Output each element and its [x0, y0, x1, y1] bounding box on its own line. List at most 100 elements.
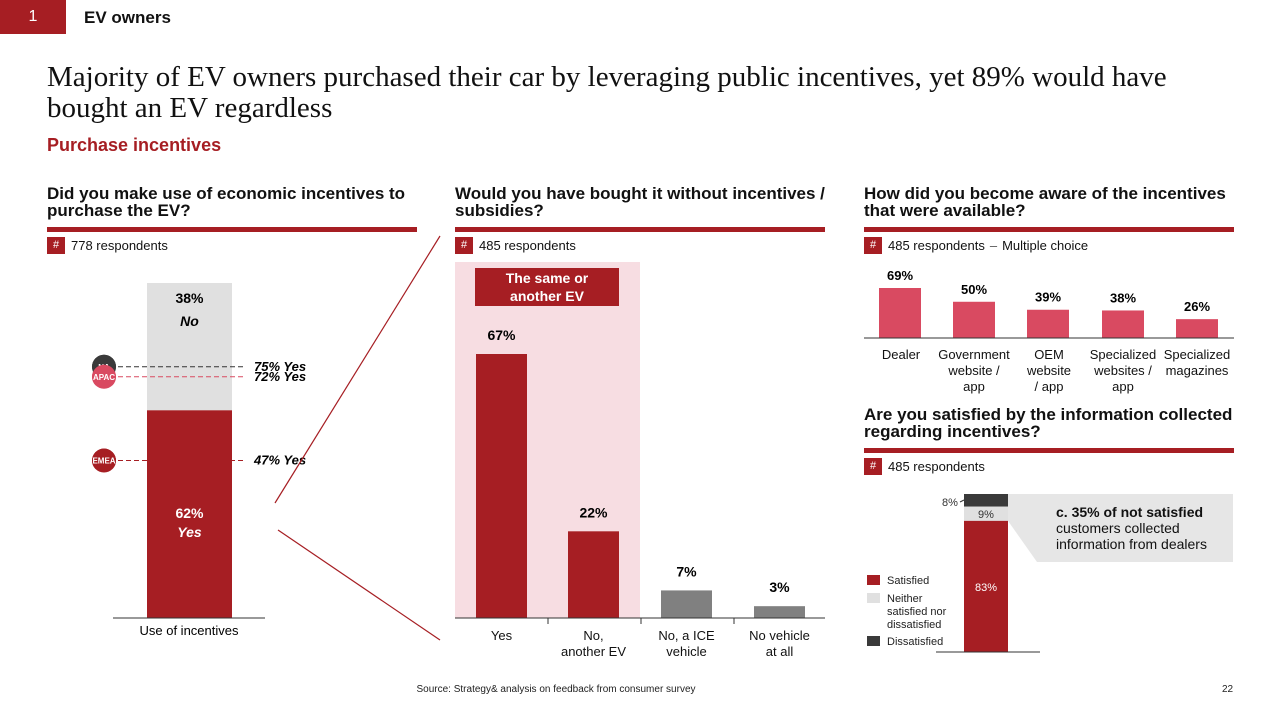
- category-label-q2: No, a ICE: [658, 628, 715, 643]
- category-label-q3: Dealer: [882, 347, 921, 362]
- data-label-yes-sub: Yes: [177, 524, 202, 540]
- q3-title: How did you become aware of the incentiv…: [864, 184, 1226, 220]
- hash-icon: #: [864, 458, 882, 475]
- category-label-q3: app: [1112, 379, 1134, 394]
- category-label-q3: magazines: [1166, 363, 1229, 378]
- q1-respondents: #778 respondents: [47, 237, 168, 254]
- category-label-q3: websites /: [1093, 363, 1152, 378]
- legend-label: satisfied nor: [887, 606, 947, 618]
- highlight-label-box: [475, 268, 619, 306]
- region-marker-apac: [92, 364, 116, 389]
- region-label: 72% Yes: [254, 369, 306, 384]
- data-label-q2: 22%: [579, 504, 608, 520]
- data-label-q2: 3%: [769, 579, 790, 595]
- data-label-q3: 50%: [961, 282, 987, 297]
- data-label-neither: 9%: [978, 509, 994, 521]
- footer-page-number: 22: [1222, 684, 1234, 695]
- data-label-q2: 7%: [676, 563, 697, 579]
- region-label: 47% Yes: [253, 453, 306, 468]
- bar-q3: [1176, 319, 1218, 338]
- data-label-q3: 26%: [1184, 299, 1210, 314]
- category-label-q2: No,: [583, 628, 603, 643]
- data-label-yes: 62%: [175, 505, 204, 521]
- q4-respondents: #485 respondents: [864, 458, 985, 475]
- category-label-q3: website: [1026, 363, 1071, 378]
- q1-title: Did you make use of economic incentives …: [47, 184, 406, 220]
- connector-line-bottom: [277, 529, 441, 641]
- category-label-q2: at all: [766, 644, 794, 659]
- bar-dissatisfied: [964, 494, 1008, 507]
- bar-q2: [754, 606, 805, 618]
- bar-q2: [661, 590, 712, 618]
- bar-q3: [1102, 310, 1144, 338]
- bar-no: [147, 283, 232, 411]
- legend-label: Satisfied: [887, 575, 929, 587]
- note-connector-wedge: [1008, 494, 1037, 562]
- category-label-q2: Yes: [491, 628, 513, 643]
- region-label: 75% Yes: [254, 359, 306, 374]
- q2-title: Would you have bought it without incenti…: [455, 184, 825, 220]
- bar-neither: [964, 506, 1008, 521]
- section-label: EV owners: [84, 8, 171, 27]
- footer-source: Source: Strategy& analysis on feedback f…: [416, 684, 696, 695]
- q3-rule: [864, 227, 1234, 232]
- q2-rule: [455, 227, 825, 232]
- region-name: EMEA: [92, 457, 115, 466]
- category-label-q2: vehicle: [666, 644, 706, 659]
- bar-satisfied: [964, 520, 1008, 652]
- q4-rule: [864, 448, 1234, 453]
- legend-label: Dissatisfied: [887, 636, 943, 648]
- bar-q3: [1027, 309, 1069, 338]
- q3-respondents-suffix: Multiple choice: [1002, 238, 1089, 253]
- q2-respondents: #485 respondents: [455, 237, 576, 254]
- hash-icon: #: [47, 237, 65, 254]
- q3-respondents-text: 485 respondents: [888, 238, 985, 253]
- region-name: APAC: [93, 373, 115, 382]
- data-label-no: 38%: [175, 290, 204, 306]
- hash-icon: #: [455, 237, 473, 254]
- data-label-dissatisfied: 8%: [942, 497, 958, 509]
- data-label-q3: 38%: [1110, 290, 1136, 305]
- category-label-q3: Specialized: [1090, 347, 1157, 362]
- bar-q3: [953, 301, 995, 338]
- category-label-q3: / app: [1035, 379, 1064, 394]
- note-bold: c. 35% of not satisfied: [1056, 504, 1204, 520]
- bar-yes: [147, 410, 232, 618]
- category-label-q3: app: [963, 379, 985, 394]
- note-text: customers collected information from dea…: [1056, 520, 1207, 552]
- category-label-q3: website /: [947, 363, 1000, 378]
- bar-q2: [568, 531, 619, 618]
- legend-label: Neither: [887, 593, 923, 605]
- data-label-satisfied: 83%: [975, 582, 997, 594]
- category-label-q3: Government: [938, 347, 1010, 362]
- legend-swatch: [867, 575, 880, 585]
- data-label-no-sub: No: [180, 313, 199, 329]
- q2-respondents-text: 485 respondents: [479, 238, 576, 253]
- region-marker-emea: [92, 448, 116, 473]
- legend-swatch: [867, 636, 880, 646]
- q3-respondents-sep: –: [989, 238, 998, 253]
- q1-rule: [47, 227, 417, 232]
- data-label-q3: 69%: [887, 268, 913, 283]
- page-subtitle: Purchase incentives: [47, 135, 222, 155]
- hash-icon: #: [864, 237, 882, 254]
- q4-title: Are you satisfied by the information col…: [864, 405, 1233, 441]
- page-title: Majority of EV owners purchased their ca…: [47, 61, 1167, 124]
- category-label: Use of incentives: [140, 623, 239, 638]
- satisfaction-note: c. 35% of not satisfied customers collec…: [1037, 494, 1233, 562]
- bar-q2: [476, 354, 527, 618]
- data-label-dissatisfied-leader: [959, 499, 965, 503]
- bar-q3: [879, 288, 921, 338]
- category-label-q2: No vehicle: [749, 628, 810, 643]
- data-label-q3: 39%: [1035, 290, 1061, 305]
- legend-label: dissatisfied: [887, 619, 941, 631]
- category-label-q3: Specialized: [1164, 347, 1231, 362]
- connector-line-top: [274, 235, 441, 504]
- page-number-tag: 1: [0, 0, 66, 34]
- q3-respondents: #485 respondents – Multiple choice: [864, 237, 1088, 254]
- legend-swatch: [867, 593, 880, 603]
- q1-respondents-text: 778 respondents: [71, 238, 168, 253]
- category-label-q3: OEM: [1034, 347, 1064, 362]
- category-label-q2: another EV: [561, 644, 626, 659]
